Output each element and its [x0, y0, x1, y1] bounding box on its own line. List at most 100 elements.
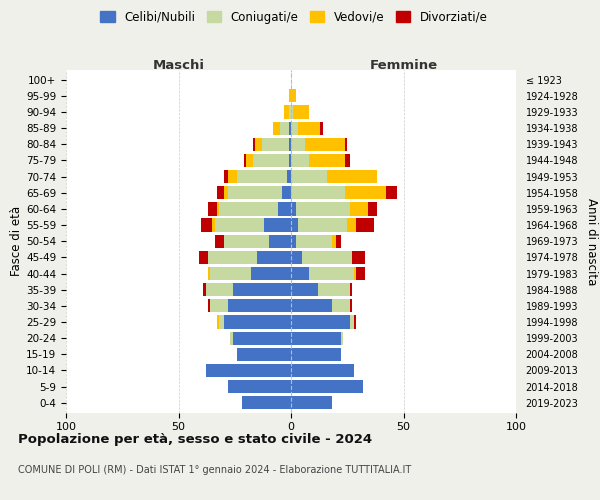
- Bar: [291, 186, 345, 200]
- Bar: [289, 106, 291, 118]
- Bar: [345, 154, 349, 167]
- Bar: [302, 251, 352, 264]
- Bar: [291, 106, 293, 118]
- Bar: [223, 170, 228, 183]
- Bar: [291, 218, 298, 232]
- Bar: [296, 202, 349, 215]
- Bar: [208, 251, 257, 264]
- Bar: [345, 186, 386, 200]
- Bar: [284, 106, 289, 118]
- Bar: [253, 154, 289, 167]
- Bar: [349, 202, 367, 215]
- Bar: [223, 186, 228, 200]
- Bar: [228, 170, 237, 183]
- Bar: [291, 396, 331, 409]
- Bar: [296, 234, 331, 248]
- Bar: [264, 218, 291, 232]
- Bar: [219, 202, 277, 215]
- Bar: [291, 364, 354, 377]
- Y-axis label: Fasce di età: Fasce di età: [10, 206, 23, 276]
- Bar: [349, 316, 354, 328]
- Bar: [277, 202, 291, 215]
- Bar: [282, 186, 291, 200]
- Bar: [208, 267, 210, 280]
- Bar: [341, 332, 343, 345]
- Bar: [230, 332, 233, 345]
- Text: Femmine: Femmine: [370, 58, 437, 71]
- Bar: [203, 283, 205, 296]
- Bar: [291, 251, 302, 264]
- Bar: [291, 170, 327, 183]
- Bar: [352, 251, 365, 264]
- Bar: [215, 218, 264, 232]
- Bar: [349, 299, 352, 312]
- Bar: [208, 202, 217, 215]
- Bar: [386, 186, 397, 200]
- Text: COMUNE DI POLI (RM) - Dati ISTAT 1° gennaio 2024 - Elaborazione TUTTITALIA.IT: COMUNE DI POLI (RM) - Dati ISTAT 1° genn…: [18, 465, 411, 475]
- Bar: [223, 234, 269, 248]
- Bar: [291, 234, 296, 248]
- Bar: [210, 299, 228, 312]
- Bar: [223, 316, 291, 328]
- Bar: [291, 202, 296, 215]
- Bar: [354, 267, 356, 280]
- Bar: [237, 348, 291, 361]
- Bar: [367, 202, 377, 215]
- Bar: [291, 283, 318, 296]
- Bar: [217, 316, 219, 328]
- Y-axis label: Anni di nascita: Anni di nascita: [585, 198, 598, 285]
- Bar: [345, 138, 347, 151]
- Bar: [217, 202, 219, 215]
- Bar: [336, 234, 341, 248]
- Bar: [219, 316, 223, 328]
- Bar: [273, 122, 280, 135]
- Bar: [201, 218, 212, 232]
- Bar: [257, 251, 291, 264]
- Bar: [228, 299, 291, 312]
- Bar: [241, 396, 291, 409]
- Bar: [228, 380, 291, 394]
- Bar: [356, 218, 374, 232]
- Bar: [212, 218, 215, 232]
- Bar: [291, 380, 363, 394]
- Bar: [318, 283, 349, 296]
- Bar: [289, 154, 291, 167]
- Bar: [217, 186, 223, 200]
- Bar: [309, 154, 345, 167]
- Bar: [354, 316, 356, 328]
- Bar: [356, 267, 365, 280]
- Bar: [289, 89, 291, 102]
- Bar: [205, 364, 291, 377]
- Bar: [215, 234, 223, 248]
- Legend: Celibi/Nubili, Coniugati/e, Vedovi/e, Divorziati/e: Celibi/Nubili, Coniugati/e, Vedovi/e, Di…: [95, 6, 493, 28]
- Bar: [291, 89, 296, 102]
- Bar: [280, 122, 289, 135]
- Bar: [298, 218, 347, 232]
- Bar: [331, 234, 336, 248]
- Bar: [210, 267, 251, 280]
- Bar: [289, 122, 291, 135]
- Bar: [244, 154, 246, 167]
- Bar: [305, 138, 345, 151]
- Bar: [251, 267, 291, 280]
- Bar: [253, 138, 255, 151]
- Bar: [320, 122, 323, 135]
- Bar: [327, 170, 377, 183]
- Bar: [291, 348, 341, 361]
- Bar: [349, 283, 352, 296]
- Bar: [293, 106, 309, 118]
- Bar: [233, 283, 291, 296]
- Bar: [291, 267, 309, 280]
- Bar: [237, 170, 287, 183]
- Bar: [205, 283, 233, 296]
- Bar: [291, 138, 305, 151]
- Bar: [269, 234, 291, 248]
- Bar: [208, 299, 210, 312]
- Bar: [255, 138, 262, 151]
- Bar: [289, 138, 291, 151]
- Bar: [291, 316, 349, 328]
- Bar: [331, 299, 349, 312]
- Bar: [291, 122, 298, 135]
- Bar: [233, 332, 291, 345]
- Bar: [291, 154, 309, 167]
